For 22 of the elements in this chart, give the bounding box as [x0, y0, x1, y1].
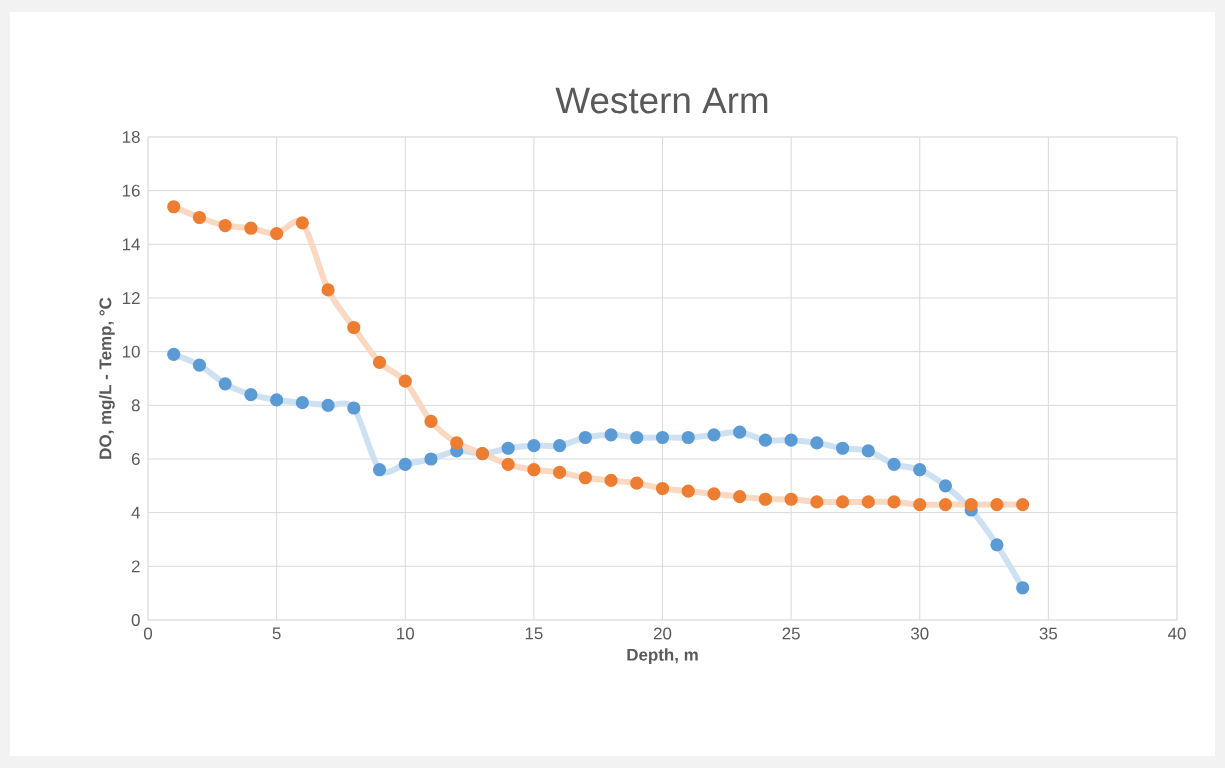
y-tick-label: 4 [131, 506, 140, 519]
y-tick-label: 12 [122, 292, 140, 304]
x-tick-label: 0 [143, 627, 153, 640]
x-axis-title: Depth, m [627, 648, 698, 665]
y-tick-label: 8 [131, 399, 140, 412]
x-tick-label: 35 [1039, 627, 1058, 640]
x-tick-label: 5 [272, 627, 281, 640]
x-tick-label: 15 [525, 627, 543, 640]
y-tick-label: 18 [122, 130, 140, 143]
chart-title: Western Arm [555, 87, 768, 114]
x-tick-label: 25 [782, 627, 800, 640]
x-tick-label: 20 [653, 627, 672, 640]
y-tick-label: 2 [131, 560, 140, 573]
x-tick-label: 30 [910, 627, 929, 640]
y-tick-label: 16 [122, 184, 140, 197]
y-tick-label: 0 [131, 613, 140, 626]
y-tick-label: 6 [131, 452, 140, 465]
x-tick-label: 10 [397, 627, 415, 640]
x-tick-label: 40 [1167, 627, 1186, 640]
y-axis-title: DO, mg/L - Temp, °C [98, 297, 115, 459]
y-tick-label: 14 [122, 238, 140, 251]
y-tick-label: 10 [122, 345, 140, 358]
